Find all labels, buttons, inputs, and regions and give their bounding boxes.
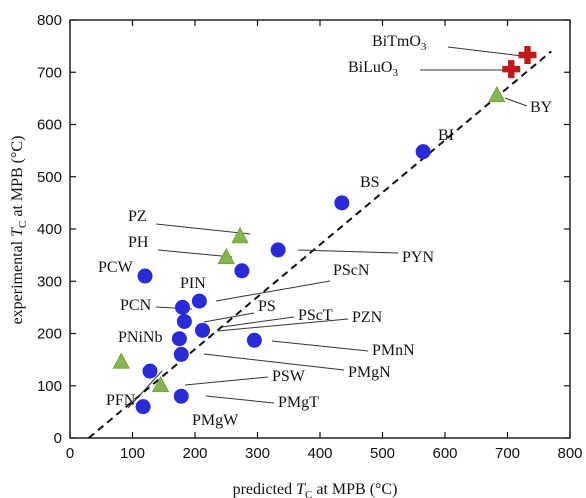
point-label-pninb: PNiNb bbox=[118, 329, 162, 346]
y-tick-label: 700 bbox=[37, 64, 62, 81]
leader-line-pyn bbox=[297, 249, 399, 254]
point-label-by: BY bbox=[530, 99, 553, 116]
y-equals-x-dashed-line bbox=[88, 50, 552, 439]
leader-line-psw bbox=[184, 376, 269, 386]
point-pfn bbox=[112, 352, 130, 369]
point-bs bbox=[334, 195, 350, 211]
x-tick-label: 0 bbox=[66, 445, 74, 462]
leader-line-bitmo3 bbox=[447, 46, 523, 57]
point-ps bbox=[176, 313, 192, 329]
x-tick-label: 100 bbox=[120, 445, 145, 462]
point-label-bitmo3: BiTmO3 bbox=[372, 33, 427, 53]
point-label-pz: PZ bbox=[128, 208, 147, 225]
point-label-biluo3: BiLuO3 bbox=[348, 59, 398, 79]
point-pcn bbox=[175, 299, 190, 315]
leader-line-pmgt bbox=[205, 395, 275, 404]
leader-line-ps bbox=[203, 312, 255, 323]
leader-line-pzn bbox=[216, 318, 349, 332]
point-label-pmgn: PMgN bbox=[348, 364, 391, 381]
point-label-pzn: PZN bbox=[352, 309, 383, 326]
point-label-pcn: PCN bbox=[120, 297, 152, 314]
point-pcw bbox=[137, 268, 153, 284]
point-label-psw: PSW bbox=[272, 368, 306, 385]
point-labels: BI BS BY BiTmO3 BiLuO3 PYN PZ PH PCW PIN PScN PCN PS… bbox=[98, 33, 553, 429]
point-label-pcw: PCW bbox=[98, 259, 134, 276]
point-label-bs: BS bbox=[360, 174, 380, 191]
leader-line-psct bbox=[221, 316, 295, 328]
y-tick-label: 300 bbox=[37, 273, 62, 290]
point-pin bbox=[234, 263, 250, 279]
point-label-pyn: PYN bbox=[402, 249, 434, 266]
data-points bbox=[112, 46, 537, 415]
x-tick-label: 700 bbox=[495, 445, 520, 462]
point-psct bbox=[195, 322, 210, 338]
point-pmgw bbox=[135, 399, 151, 415]
point-biluo3 bbox=[502, 60, 521, 79]
x-tick-label: 200 bbox=[182, 445, 207, 462]
point-pmgn bbox=[142, 363, 158, 379]
y-tick-label: 200 bbox=[37, 326, 62, 343]
point-ph bbox=[217, 247, 235, 265]
point-pzn bbox=[171, 331, 187, 347]
point-label-pscn: PScN bbox=[333, 262, 370, 279]
point-label-ps: PS bbox=[258, 298, 276, 315]
y-tick-label: 600 bbox=[37, 117, 62, 134]
point-bi bbox=[415, 144, 431, 160]
x-tick-label: 400 bbox=[307, 445, 332, 462]
point-pmnn bbox=[246, 332, 262, 348]
point-bitmo3 bbox=[518, 46, 537, 65]
point-label-pfn: PFN bbox=[106, 392, 136, 409]
leader-line-ph bbox=[157, 249, 233, 258]
y-tick-label: 400 bbox=[37, 221, 62, 238]
leader-line-by bbox=[504, 97, 528, 107]
point-label-psct: PScT bbox=[298, 307, 333, 324]
reference-line bbox=[88, 50, 552, 439]
point-pz bbox=[231, 226, 249, 244]
point-label-bi: BI bbox=[438, 127, 454, 144]
y-axis-title: experimental TC at MPB (°C) bbox=[9, 136, 29, 325]
point-label-pmgw: PMgW bbox=[192, 412, 239, 429]
point-pninb bbox=[173, 346, 189, 362]
leader-line-pscn bbox=[215, 280, 331, 302]
point-label-ph: PH bbox=[128, 234, 149, 251]
point-by bbox=[488, 85, 506, 103]
y-tick-label: 800 bbox=[37, 12, 62, 29]
y-tick-label: 0 bbox=[54, 430, 62, 447]
x-tick-label: 300 bbox=[245, 445, 270, 462]
leader-line-pfn bbox=[127, 370, 163, 409]
x-axis-title: predicted TC at MPB (°C) bbox=[233, 481, 398, 498]
point-label-pin: PIN bbox=[180, 275, 206, 292]
leader-line-pmnn bbox=[271, 340, 369, 352]
point-label-pmnn: PMnN bbox=[372, 342, 415, 359]
y-tick-label: 100 bbox=[37, 378, 62, 395]
point-pyn bbox=[270, 242, 286, 258]
x-tick-label: 800 bbox=[557, 445, 582, 462]
y-tick-label: 500 bbox=[37, 169, 62, 186]
leader-line-pz bbox=[155, 223, 251, 235]
point-label-pmgt: PMgT bbox=[278, 394, 319, 411]
point-psw bbox=[151, 375, 170, 393]
leader-line-pmgn bbox=[203, 353, 345, 371]
point-pscn bbox=[191, 293, 207, 309]
x-tick-label: 500 bbox=[370, 445, 395, 462]
point-pmgt bbox=[173, 388, 189, 404]
axis-ticks: 0 100 200 300 400 500 600 700 800 0 100 200 300 400 50… bbox=[37, 12, 583, 462]
x-tick-label: 600 bbox=[432, 445, 457, 462]
